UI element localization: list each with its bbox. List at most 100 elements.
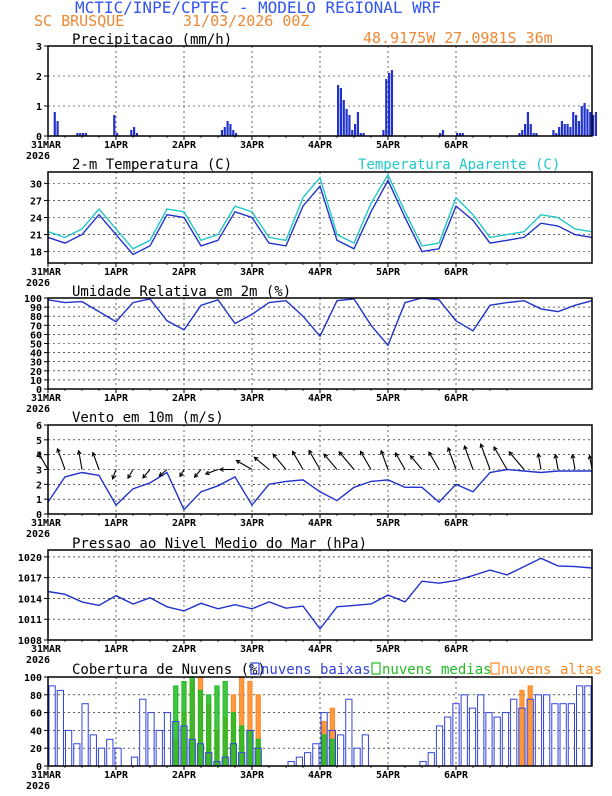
- wind-arrow: [56, 448, 66, 470]
- mid-cloud-bar: [222, 680, 228, 767]
- wind-arrow: [158, 469, 168, 477]
- precip-bar: [458, 133, 462, 136]
- precip-bar: [439, 133, 442, 136]
- rh-xtick-label: 31MAR: [31, 393, 62, 404]
- low-cloud-bar: [163, 712, 172, 767]
- precip-bar: [529, 124, 532, 136]
- precip-bar: [356, 112, 360, 136]
- precip-bar: [359, 133, 362, 136]
- wind-speed-line: [47, 468, 592, 511]
- mslp-xtick-label: 1APR: [104, 644, 129, 655]
- precip-bar: [524, 124, 527, 136]
- wind-frame: [47, 424, 593, 515]
- clouds-xtick-label: 5APR: [376, 770, 401, 781]
- precip-bar: [390, 70, 394, 136]
- wind-arrow: [360, 451, 372, 470]
- low-cloud-bar: [56, 689, 64, 767]
- wind-title: Vento em 10m (m/s): [72, 410, 224, 426]
- precip-bar: [583, 103, 586, 136]
- mid-cloud-bar: [197, 689, 204, 767]
- clouds-ytick-label: 60: [30, 709, 42, 720]
- header-location: SC BRUSQUE: [34, 12, 124, 30]
- wind-arrow: [480, 443, 491, 470]
- precip-bar: [113, 115, 116, 136]
- wind-arrow: [395, 452, 406, 470]
- clouds-xtick-label: 6APR: [444, 770, 469, 781]
- wind-arrow: [308, 450, 321, 470]
- wind-arrow: [194, 469, 202, 478]
- clouds-xtick-label: 31MAR: [31, 770, 62, 781]
- wind-arrow: [112, 469, 117, 480]
- precip-xtick-label: 4APR: [308, 140, 333, 151]
- wind-xtick-label: 5APR: [376, 518, 401, 529]
- mid-cloud-bar: [255, 738, 261, 767]
- wind-arrow: [410, 455, 423, 470]
- precip-year-label: 2026: [26, 151, 50, 162]
- low-cloud-bar: [97, 747, 106, 767]
- clouds-xtick-label: 2APR: [172, 770, 197, 781]
- low-cloud-bar: [345, 698, 353, 767]
- clouds-year-label: 2026: [26, 781, 50, 792]
- precip-bar: [223, 127, 226, 136]
- clouds-ytick-label: 0: [36, 762, 42, 773]
- low-cloud-bar: [312, 743, 320, 767]
- precip-bar: [116, 133, 119, 136]
- precip-bar: [339, 88, 343, 136]
- wind-arrow-head: [323, 453, 329, 459]
- precip-bar: [569, 127, 572, 136]
- wind-arrow-head: [479, 443, 485, 449]
- rh-year-label: 2026: [26, 404, 50, 415]
- wind-ytick-label: 3: [36, 466, 42, 477]
- wind-arrow: [92, 452, 100, 470]
- clouds-xtick-label: 3APR: [240, 770, 265, 781]
- precip-bar: [220, 130, 224, 136]
- low-cloud-bar: [501, 712, 510, 767]
- wind-xtick-label: 3APR: [240, 518, 265, 529]
- precip-ytick-label: 3: [36, 42, 42, 53]
- precip-bar: [345, 109, 348, 136]
- temp-ytick-label: 30: [30, 179, 42, 190]
- mslp-title: Pressao ao Nivel Medio do Mar (hPa): [72, 536, 367, 552]
- rh-ytick-label: 50: [30, 340, 42, 351]
- precip-bar: [348, 115, 351, 136]
- wind-arrow: [142, 469, 151, 479]
- low-cloud-bar: [567, 703, 576, 767]
- mid-cloud-bar: [247, 729, 253, 767]
- wind-arrow-head: [91, 451, 97, 457]
- wind-arrow: [554, 454, 559, 470]
- rh-title: Umidade Relativa em 2m (%): [72, 284, 291, 300]
- wind-arrow-head: [253, 456, 259, 462]
- precip-bar: [575, 115, 578, 136]
- wind-arrow-head: [56, 447, 61, 453]
- precip-bar: [342, 100, 345, 136]
- precip-xtick-label: 6APR: [444, 140, 469, 151]
- mid-cloud-bar: [206, 694, 212, 767]
- precip-bar: [79, 133, 82, 136]
- mslp-ytick-label: 1014: [18, 594, 42, 605]
- rh-ytick-label: 70: [30, 321, 42, 332]
- header-title: MCTIC/INPE/CPTEC - MODELO REGIONAL WRF: [75, 0, 441, 17]
- mslp-xtick-label: 5APR: [376, 644, 401, 655]
- rh-xtick-label: 5APR: [376, 393, 401, 404]
- wind-arrow: [537, 453, 542, 470]
- precip-bar: [441, 130, 445, 136]
- wind-ytick-label: 1: [36, 495, 42, 506]
- temp-frame: [47, 171, 593, 264]
- mid-cloud-bar: [329, 738, 335, 767]
- wind-arrow-head: [127, 474, 132, 480]
- rh-ytick-label: 20: [30, 367, 42, 378]
- low-cloud-bar: [584, 685, 592, 767]
- precip-xtick-label: 1APR: [104, 140, 129, 151]
- temp-line: [47, 178, 593, 256]
- legend-low-label: nuvens baixas: [261, 662, 371, 678]
- wind-arrow-head: [291, 450, 297, 456]
- mslp-xtick-label: 4APR: [308, 644, 333, 655]
- legend-high-box: [490, 662, 500, 675]
- precip-bar: [461, 133, 464, 136]
- rh-xtick-label: 1APR: [104, 393, 129, 404]
- high-cloud-bar: [519, 689, 525, 767]
- precip-frame: [47, 45, 593, 137]
- precip-xtick-label: 2APR: [172, 140, 197, 151]
- mid-cloud-bar: [173, 685, 179, 767]
- precip-bar: [532, 133, 535, 136]
